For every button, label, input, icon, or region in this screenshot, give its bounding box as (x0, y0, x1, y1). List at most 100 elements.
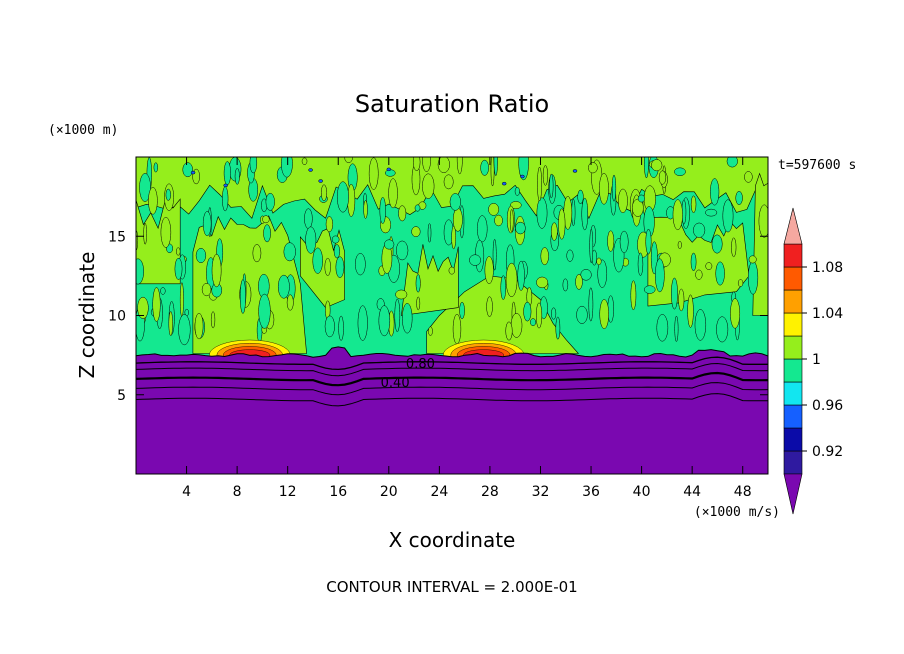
contour-speck (411, 226, 421, 238)
contour-speck (599, 299, 609, 330)
contour-speck (488, 203, 500, 216)
contour-speck (677, 240, 682, 249)
contour-speck (580, 269, 592, 281)
contour-speck (758, 204, 768, 238)
contour-speck (687, 294, 694, 328)
x-tick-label: 24 (430, 484, 448, 500)
contour-speck (588, 162, 598, 174)
contour-speck (194, 313, 204, 340)
contour-speck (355, 253, 366, 276)
contour-speck (540, 247, 549, 266)
colorbar-swatch (783, 427, 803, 452)
contour-speck (726, 157, 738, 168)
contour-speck (443, 174, 454, 190)
contour-speck (537, 166, 542, 202)
contour-speck (368, 157, 379, 190)
contour-speck (263, 224, 271, 243)
contour-speck (678, 288, 685, 312)
plot-area (136, 157, 768, 474)
contour-speck (672, 199, 683, 231)
x-tick-label: 8 (233, 484, 242, 500)
contour-speck (174, 257, 183, 280)
contour-speck-blue (190, 170, 196, 175)
contour-speck (515, 221, 526, 235)
contour-speck (715, 261, 725, 286)
contour-speck (492, 239, 497, 271)
contour-speck (249, 157, 258, 174)
contour-speck (494, 214, 503, 227)
contour-speck (379, 197, 386, 224)
contour-speck (265, 192, 275, 211)
contour-speck (398, 205, 407, 222)
contour-speck (416, 296, 421, 311)
isoline (136, 393, 768, 407)
contour-speck (619, 230, 629, 253)
contour-speck (324, 257, 331, 276)
contour-speck (690, 252, 697, 272)
contour-speck (562, 278, 569, 292)
x-tick-label: 12 (279, 484, 297, 500)
contour-speck (201, 282, 212, 297)
colorbar-swatch (783, 404, 803, 429)
x-tick-label: 36 (582, 484, 600, 500)
x-tick-label: 28 (481, 484, 499, 500)
x-tick-label: 16 (329, 484, 347, 500)
contour-speck-blue (308, 168, 313, 172)
contour-speck (555, 316, 561, 340)
contour-speck (710, 178, 720, 206)
contour-speck (427, 223, 432, 243)
contour-speck (179, 282, 184, 318)
contour-speck (490, 157, 495, 187)
contour-speck (239, 279, 246, 314)
contour-speck (137, 296, 149, 319)
contour-speck (396, 240, 409, 261)
contour-speck (160, 287, 166, 295)
x-tick-label: 32 (532, 484, 550, 500)
contour-speck (731, 237, 737, 258)
colorbar-over-arrow (783, 207, 803, 245)
x-axis-label: X coordinate (389, 528, 516, 552)
contour-speck (486, 296, 493, 317)
contour-speck (737, 279, 744, 287)
contour-speck (283, 242, 296, 262)
colorbar-swatch (783, 381, 803, 406)
contour-speck (304, 208, 313, 229)
contour-speck (415, 274, 421, 293)
contour-speck (596, 257, 602, 266)
contour-speck (395, 289, 408, 300)
plume-region (752, 172, 768, 316)
contour-speck (716, 316, 729, 343)
contour-speck (722, 199, 734, 233)
contour-speck (643, 285, 656, 294)
contour-speck (500, 275, 507, 300)
contour-speck (693, 222, 706, 238)
contour-speck (452, 313, 462, 345)
contour-speck (338, 315, 344, 341)
contour-speck-blue (223, 183, 228, 188)
contour-speck (536, 276, 549, 289)
contour-speck (148, 186, 158, 215)
contour-speck (223, 161, 231, 186)
dry-layer-fill (136, 346, 768, 474)
contour-speck (452, 207, 463, 232)
contour-speck (153, 162, 158, 173)
contour-speck (674, 167, 686, 176)
contour-speck (748, 255, 757, 264)
contour-speck (651, 159, 663, 172)
x-tick-label: 20 (380, 484, 398, 500)
colorbar-swatch (783, 266, 803, 291)
contour-speck (542, 165, 548, 186)
contour-speck (175, 247, 181, 256)
contour-speck (637, 252, 644, 276)
contour-speck (631, 198, 644, 217)
contour-speck (744, 171, 753, 183)
contour-speck (589, 228, 594, 264)
contour-speck (210, 311, 216, 329)
contour-speck (550, 222, 558, 241)
y-units-label: (×1000 m) (48, 123, 118, 138)
colorbar-swatch (783, 312, 803, 337)
contour-speck (301, 157, 308, 165)
contour-speck (571, 198, 576, 226)
contour-speck (195, 248, 207, 264)
